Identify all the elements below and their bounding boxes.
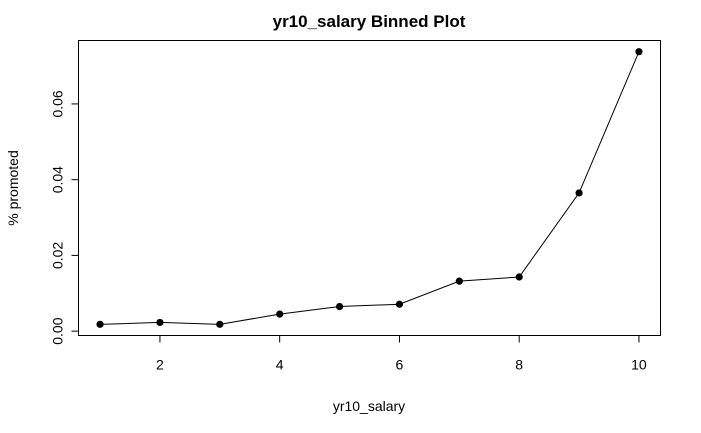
data-point	[335, 302, 344, 311]
series-group	[96, 48, 643, 328]
data-point	[395, 300, 404, 308]
data-point	[216, 320, 224, 328]
y-ticks: 0.00 0.02 0.04 0.06	[50, 90, 79, 345]
plot-frame	[78, 40, 661, 336]
data-point	[276, 310, 284, 318]
data-point	[515, 273, 523, 281]
data-point	[635, 48, 643, 56]
x-tick-label: 10	[631, 357, 647, 373]
data-point	[575, 189, 583, 197]
x-tick-label: 8	[515, 357, 523, 373]
series-line	[100, 51, 640, 325]
data-point	[156, 318, 164, 327]
y-axis-label: % promoted	[5, 150, 21, 225]
y-tick-label: 0.06	[50, 90, 66, 117]
data-point	[455, 277, 463, 285]
x-tick-label: 2	[156, 357, 164, 373]
data-point	[96, 320, 104, 328]
x-tick-label: 4	[276, 357, 284, 373]
x-axis-label: yr10_salary	[333, 398, 405, 414]
chart-title: yr10_salary Binned Plot	[273, 12, 466, 31]
y-tick-label: 0.02	[50, 242, 66, 269]
y-tick-label: 0.04	[50, 166, 66, 193]
x-tick-label: 6	[396, 357, 404, 373]
x-ticks: 2 4 6 8 10	[156, 335, 647, 373]
y-tick-label: 0.00	[50, 317, 66, 344]
